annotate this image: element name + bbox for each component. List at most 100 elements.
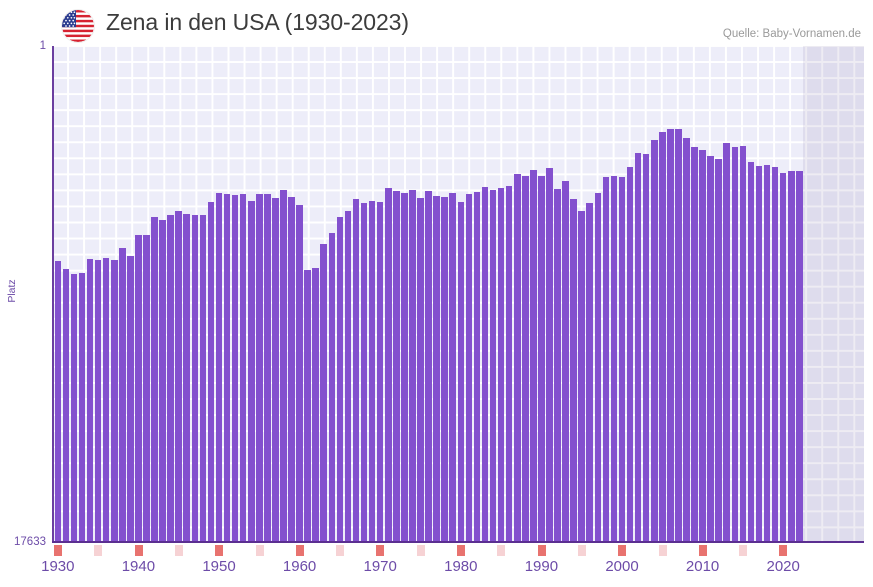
- bar-1948[interactable]: [199, 214, 207, 543]
- bar-2022[interactable]: [796, 170, 803, 543]
- bar-1999[interactable]: [610, 175, 618, 543]
- bar-2010[interactable]: [699, 149, 706, 543]
- bar-1981[interactable]: [465, 193, 473, 543]
- bar-1974[interactable]: [409, 190, 416, 543]
- bar-1933[interactable]: [78, 272, 86, 543]
- bar-1998[interactable]: [602, 177, 610, 543]
- bar-1939[interactable]: [127, 255, 134, 543]
- bar-1993[interactable]: [562, 181, 569, 543]
- bar-1947[interactable]: [191, 214, 199, 543]
- bar-2021[interactable]: [787, 171, 795, 543]
- bar-1961[interactable]: [304, 269, 311, 543]
- bar-1945[interactable]: [175, 210, 182, 543]
- bar-1959[interactable]: [288, 197, 295, 543]
- bar-2003[interactable]: [642, 154, 650, 543]
- bar-1955[interactable]: [256, 193, 263, 543]
- y-axis-line: [52, 46, 54, 543]
- bar-2006[interactable]: [667, 129, 674, 543]
- bar-1964[interactable]: [328, 233, 336, 543]
- bar-2000[interactable]: [618, 177, 626, 543]
- bar-1938[interactable]: [118, 248, 126, 543]
- bar-1970[interactable]: [376, 202, 384, 543]
- bar-2012[interactable]: [715, 159, 722, 543]
- bar-1956[interactable]: [264, 193, 271, 543]
- bar-1977[interactable]: [433, 196, 440, 543]
- bar-1988[interactable]: [521, 176, 529, 543]
- bar-1940[interactable]: [135, 234, 142, 543]
- bar-2017[interactable]: [755, 166, 763, 543]
- bar-2011[interactable]: [707, 155, 714, 543]
- bar-1953[interactable]: [239, 193, 247, 543]
- bar-1978[interactable]: [441, 196, 448, 543]
- bars-layer: [52, 46, 864, 543]
- bar-2020[interactable]: [779, 172, 787, 543]
- bar-2002[interactable]: [634, 153, 642, 543]
- us-flag-icon: [62, 10, 94, 42]
- page-title: Zena in den USA (1930-2023): [106, 9, 409, 35]
- bar-1971[interactable]: [384, 187, 392, 543]
- bar-2013[interactable]: [723, 142, 731, 543]
- bar-1976[interactable]: [425, 191, 432, 543]
- bar-1941[interactable]: [143, 234, 150, 543]
- bar-1990[interactable]: [538, 176, 545, 543]
- bar-1944[interactable]: [167, 215, 174, 543]
- bar-1958[interactable]: [280, 190, 287, 543]
- bar-1969[interactable]: [368, 200, 376, 543]
- bar-1982[interactable]: [473, 191, 481, 543]
- bar-1995[interactable]: [578, 211, 585, 543]
- bar-1983[interactable]: [481, 186, 489, 543]
- bar-1957[interactable]: [272, 198, 279, 543]
- bar-2007[interactable]: [675, 128, 682, 543]
- bar-1972[interactable]: [393, 190, 400, 543]
- bar-1954[interactable]: [247, 201, 255, 543]
- x-tick-1955: [255, 545, 264, 556]
- bar-1965[interactable]: [336, 217, 344, 543]
- bar-1943[interactable]: [159, 220, 166, 543]
- bar-1994[interactable]: [570, 198, 577, 543]
- bar-1962[interactable]: [312, 268, 319, 543]
- bar-2005[interactable]: [659, 132, 666, 543]
- bar-2008[interactable]: [683, 137, 690, 543]
- bar-1996[interactable]: [586, 202, 594, 543]
- bar-1985[interactable]: [497, 187, 505, 543]
- bar-1975[interactable]: [417, 197, 424, 543]
- bar-1942[interactable]: [151, 216, 158, 543]
- bar-1950[interactable]: [215, 193, 223, 543]
- bar-1997[interactable]: [594, 192, 602, 543]
- bar-1930[interactable]: [54, 261, 62, 543]
- bar-1937[interactable]: [110, 260, 118, 543]
- bar-1987[interactable]: [513, 173, 521, 543]
- bar-1968[interactable]: [360, 202, 368, 543]
- bar-1949[interactable]: [207, 202, 215, 543]
- bar-1980[interactable]: [457, 201, 465, 543]
- bar-1951[interactable]: [223, 193, 231, 543]
- bar-1966[interactable]: [344, 211, 352, 543]
- bar-2018[interactable]: [763, 164, 771, 543]
- bar-1986[interactable]: [505, 185, 513, 543]
- bar-1952[interactable]: [231, 194, 239, 543]
- bar-1931[interactable]: [62, 268, 70, 543]
- x-tick-2020: [779, 545, 788, 556]
- bar-1932[interactable]: [70, 274, 78, 543]
- bar-2001[interactable]: [626, 166, 634, 543]
- x-tick-1950: [215, 545, 224, 556]
- bar-1936[interactable]: [102, 257, 110, 543]
- bar-1992[interactable]: [554, 189, 561, 543]
- bar-2019[interactable]: [771, 166, 779, 543]
- bar-1984[interactable]: [489, 189, 497, 543]
- bar-2004[interactable]: [650, 139, 658, 543]
- bar-1973[interactable]: [401, 192, 408, 543]
- bar-1979[interactable]: [449, 192, 457, 543]
- bar-2015[interactable]: [739, 145, 747, 543]
- bar-1935[interactable]: [94, 260, 102, 543]
- bar-1991[interactable]: [546, 168, 553, 543]
- bar-1989[interactable]: [530, 170, 537, 543]
- bar-1960[interactable]: [296, 204, 303, 543]
- bar-1934[interactable]: [86, 259, 94, 543]
- bar-1963[interactable]: [320, 244, 328, 543]
- bar-1967[interactable]: [352, 199, 360, 543]
- bar-2014[interactable]: [731, 147, 739, 543]
- bar-2016[interactable]: [747, 161, 755, 543]
- bar-1946[interactable]: [183, 214, 191, 543]
- bar-2009[interactable]: [691, 147, 698, 543]
